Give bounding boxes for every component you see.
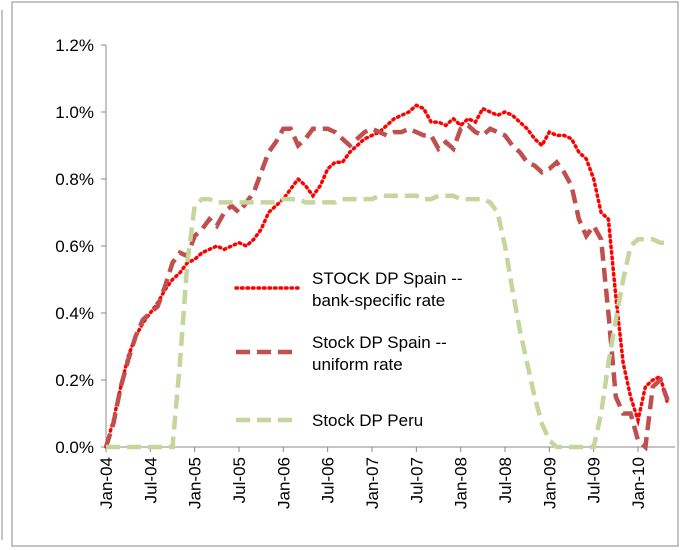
x-tick-label: Jul-06 [319, 457, 338, 503]
y-tick-label: 0.2% [55, 371, 94, 390]
y-tick-label: 1.0% [55, 103, 94, 122]
x-tick-label: Jan-10 [629, 457, 648, 509]
series-line [103, 122, 670, 452]
x-tick-label: Jul-05 [230, 457, 249, 503]
y-tick-label: 0.8% [55, 170, 94, 189]
y-tick-label: 1.2% [55, 36, 94, 55]
x-tick-label: Jan-06 [274, 457, 293, 509]
series-line [106, 193, 668, 450]
y-tick-label: 0.6% [55, 237, 94, 256]
x-tick-label: Jul-09 [585, 457, 604, 503]
legend-label: Stock DP Peru [312, 411, 423, 430]
series-line [104, 103, 670, 449]
legend-label: STOCK DP Spain --bank-specific rate [312, 269, 463, 310]
x-tick-label: Jul-08 [496, 457, 515, 503]
y-tick-label: 0.0% [55, 438, 94, 457]
x-tick-label: Jan-07 [363, 457, 382, 509]
x-tick-label: Jan-04 [97, 457, 116, 509]
legend-label: Stock DP Spain --uniform rate [312, 333, 447, 374]
x-tick-label: Jul-04 [141, 457, 160, 503]
x-tick-label: Jan-09 [540, 457, 559, 509]
x-tick-label: Jan-08 [452, 457, 471, 509]
x-tick-label: Jan-05 [186, 457, 205, 509]
y-tick-label: 0.4% [55, 304, 94, 323]
x-tick-label: Jul-07 [407, 457, 426, 503]
chart-frame [11, 1, 679, 547]
